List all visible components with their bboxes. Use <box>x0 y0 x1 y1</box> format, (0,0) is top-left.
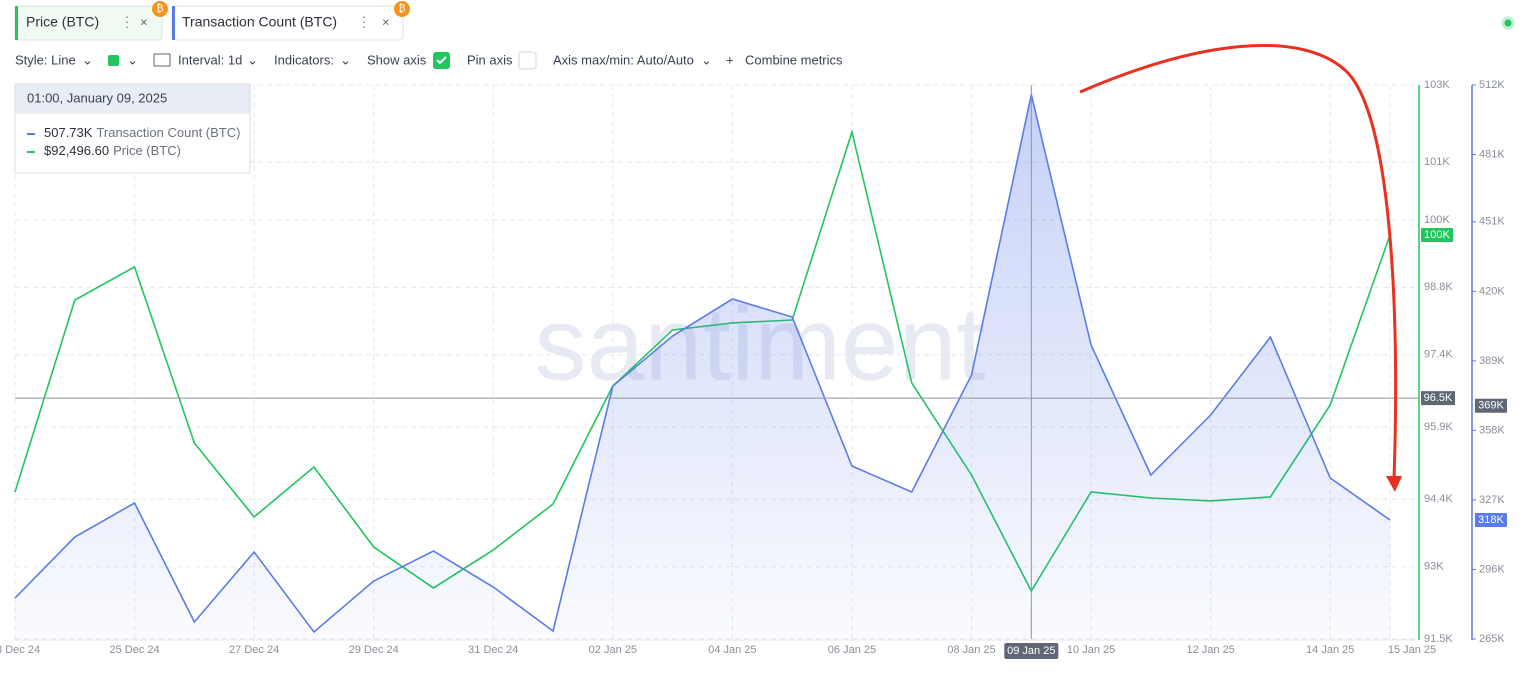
end-badge <box>1421 227 1453 242</box>
tooltip-header <box>15 84 250 114</box>
crosshair-badge <box>1421 391 1455 406</box>
btc-icon <box>394 1 410 17</box>
tab-price[interactable]: Price (BTC) ⋮ × ₿ <box>14 1 168 41</box>
x-tick-label: 31 Dec 24 <box>468 644 518 656</box>
y-tick-label: 97.4K <box>1424 349 1453 361</box>
interval-select[interactable]: Interval: 1d <box>178 52 242 67</box>
tooltip-value: $92,496.60 <box>44 143 109 158</box>
checkbox[interactable] <box>518 51 537 70</box>
interval-icon <box>153 53 171 67</box>
y-tick-label: 103K <box>1424 79 1450 91</box>
end-badge-label: 318K <box>1478 514 1504 526</box>
y-tick-label: 94.4K <box>1424 493 1453 505</box>
tooltip-series: Transaction Count (BTC) <box>96 125 240 140</box>
plus: + <box>726 52 734 67</box>
plot: 91.5K 93K 94.4K 95.9K 97.4K 98.8K 100K 101K 103K… <box>0 79 1507 659</box>
y2-tick-label: 265K <box>1479 633 1505 645</box>
x-tick-label: 10 Jan 25 <box>1067 644 1115 656</box>
y-tick-label: 93K <box>1424 561 1444 573</box>
x-tick-label: 25 Dec 24 <box>109 644 159 656</box>
x-crosshair-badge <box>1004 643 1059 659</box>
tab-menu: ⋮ <box>357 14 371 30</box>
y2-tick-label: 512K <box>1479 79 1505 91</box>
y2-tick-label: 358K <box>1479 424 1505 436</box>
tooltip-item: 507.73K Transaction Count (BTC) <box>44 125 240 140</box>
x-tick-label: 23 Dec 24 <box>0 644 40 656</box>
y-tick-label: 101K <box>1424 156 1450 168</box>
crosshair-y-label: 96.5K <box>1424 392 1453 404</box>
btc-icon <box>152 1 168 17</box>
y2-tick-label: 451K <box>1479 216 1505 228</box>
chevron: ⌄ <box>82 52 93 67</box>
y2-tick-label: 389K <box>1479 355 1505 367</box>
indicators-select[interactable]: Indicators: <box>274 52 334 67</box>
chevron: ⌄ <box>701 52 712 67</box>
combine-metrics[interactable]: Combine metrics <box>745 52 843 67</box>
tab-close: × <box>140 14 148 29</box>
x-tick-label: 15 Jan 25 <box>1388 644 1436 656</box>
end-badge-label: 100K <box>1424 229 1450 241</box>
chevron: ⌄ <box>127 52 138 67</box>
pin-axis[interactable]: Pin axis <box>467 52 513 67</box>
chevron: ⌄ <box>247 52 258 67</box>
x-tick-label: 12 Jan 25 <box>1186 644 1234 656</box>
x-tick-label: 27 Dec 24 <box>229 644 279 656</box>
y2-tick-label: 481K <box>1479 148 1505 160</box>
tooltip-value: 507.73K <box>44 125 93 140</box>
status-dot <box>1501 16 1515 30</box>
tab-label: Price (BTC) <box>26 14 99 30</box>
y-tick-label: 91.5K <box>1424 633 1453 645</box>
x-crosshair-label: 09 Jan 25 <box>1007 645 1055 657</box>
arrow-head <box>1386 476 1402 492</box>
tab-close: × <box>382 14 390 29</box>
check-mark <box>436 56 447 65</box>
crosshair-y2-label: 369K <box>1478 400 1504 412</box>
tab-label: Transaction Count (BTC) <box>182 14 337 30</box>
area-fill <box>15 94 1390 639</box>
y2-tick-label: 420K <box>1479 285 1505 297</box>
x-tick-label: 29 Dec 24 <box>349 644 399 656</box>
end-badge <box>1475 513 1507 528</box>
btc-icon-text: ₿ <box>398 3 405 15</box>
x-tick-label: 04 Jan 25 <box>708 644 756 656</box>
annotation-arrow <box>1079 44 1398 481</box>
color-swatch[interactable] <box>108 55 119 66</box>
tooltip-title: 01:00, January 09, 2025 <box>27 90 167 105</box>
y-tick-label: 100K <box>1424 214 1450 226</box>
tab-menu: ⋮ <box>120 14 134 30</box>
y2-tick-label: 327K <box>1479 494 1505 506</box>
y2-tick-label: 296K <box>1479 563 1505 575</box>
btc-icon-text: ₿ <box>156 3 163 15</box>
y-tick-label: 98.8K <box>1424 281 1453 293</box>
tab-tx[interactable]: Transaction Count (BTC) ⋮ × ₿ <box>171 1 410 41</box>
x-tick-label: 14 Jan 25 <box>1306 644 1354 656</box>
y-tick-label: 95.9K <box>1424 421 1453 433</box>
tooltip-item: $92,496.60 Price (BTC) <box>44 143 181 158</box>
show-axis[interactable]: Show axis <box>367 52 427 67</box>
series-line <box>14 94 1391 634</box>
tooltip-series: Price (BTC) <box>113 143 181 158</box>
axis-minmax[interactable]: Axis max/min: Auto/Auto <box>553 52 694 67</box>
x-tick-label: 02 Jan 25 <box>589 644 637 656</box>
chevron: ⌄ <box>340 52 351 67</box>
x-tick-label: 08 Jan 25 <box>947 644 995 656</box>
x-tick-label: 06 Jan 25 <box>828 644 876 656</box>
style-select[interactable]: Style: Line <box>15 52 76 67</box>
crosshair-badge <box>1475 398 1507 413</box>
